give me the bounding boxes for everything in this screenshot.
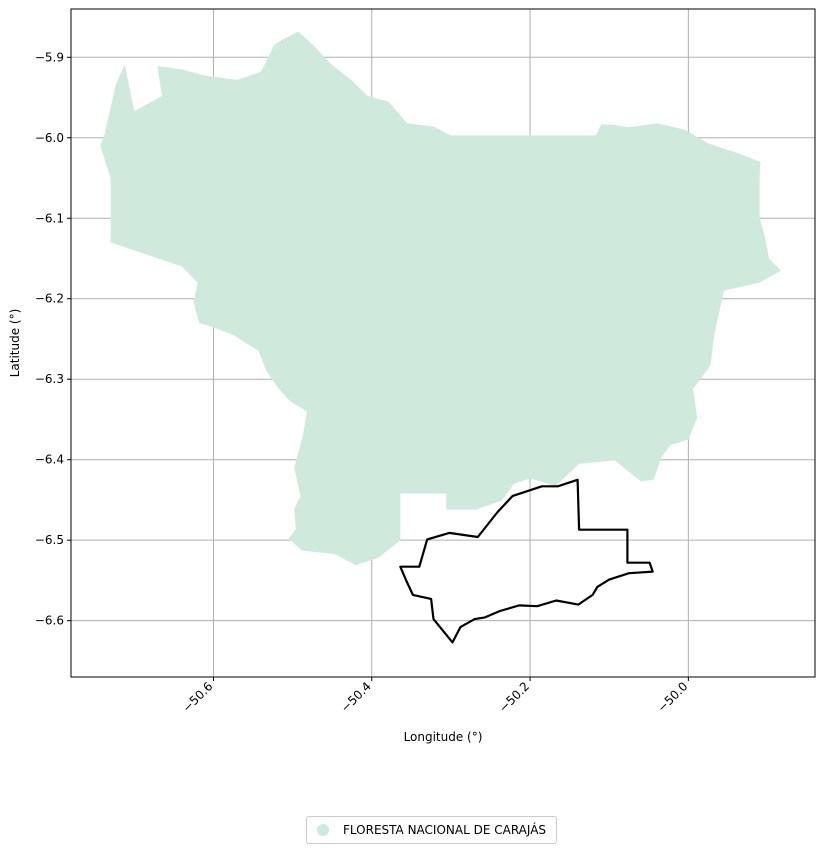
- legend: FLORESTA NACIONAL DE CARAJÁS: [306, 816, 558, 844]
- plot-frame: [70, 8, 816, 678]
- legend-label: FLORESTA NACIONAL DE CARAJÁS: [343, 823, 547, 837]
- y-axis-label: Latitude (°): [8, 309, 22, 378]
- x-tick-label: −50.0: [655, 679, 691, 715]
- y-tick-label: −6.4: [35, 453, 64, 467]
- x-tick-label: −50.6: [180, 679, 216, 715]
- y-tick-label: −6.0: [35, 131, 64, 145]
- boundary-outline: [399, 478, 654, 644]
- x-tick-label: −50.2: [496, 679, 532, 715]
- y-tick-label: −5.9: [35, 50, 64, 64]
- y-tick-label: −6.6: [35, 614, 64, 628]
- y-tick-label: −6.1: [35, 211, 64, 225]
- map-layers: [100, 31, 782, 644]
- legend-marker: [317, 824, 329, 836]
- x-tick-label: −50.4: [338, 679, 374, 715]
- y-tick-label: −6.2: [35, 292, 64, 306]
- y-tick-label: −6.3: [35, 372, 64, 386]
- y-tick-label: −6.5: [35, 533, 64, 547]
- floresta-nacional-polygon: [100, 31, 782, 566]
- x-axis-label: Longitude (°): [404, 730, 483, 744]
